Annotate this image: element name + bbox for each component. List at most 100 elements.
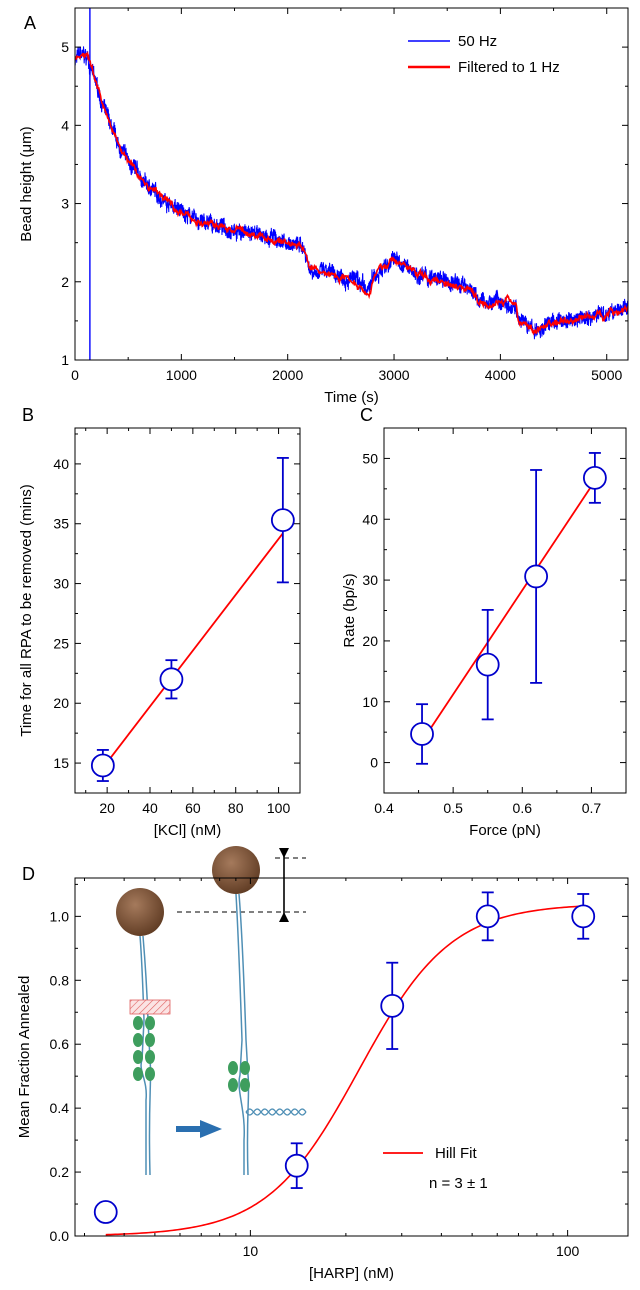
y-tick-label: 10 xyxy=(362,694,378,710)
data-point xyxy=(410,722,434,746)
arrow-head-icon xyxy=(279,848,289,858)
panel-letter: A xyxy=(24,13,36,33)
panel-letter: C xyxy=(360,405,373,425)
x-tick-label: 20 xyxy=(99,800,115,816)
y-tick-label: 15 xyxy=(53,755,69,771)
bead-tether-illustration xyxy=(116,846,307,1176)
rpa-protein-icon xyxy=(145,1050,155,1064)
y-tick-label: 0.6 xyxy=(50,1036,70,1052)
y-tick-label: 30 xyxy=(362,572,378,588)
data-point xyxy=(159,667,184,692)
x-tick-label: 100 xyxy=(267,800,291,816)
panel-c: C 0 10 20 30 40 50 0.4 0.5 0.6 0.7 Force (pN) Rate (… xyxy=(341,405,627,839)
dna-strand xyxy=(235,893,246,1175)
panel-b: B 15 20 25 30 35 40 20 40 60 80 100 [KCl] (nM) Time f… xyxy=(18,405,301,839)
rpa-protein-icon xyxy=(133,1050,143,1064)
rpa-protein-icon xyxy=(240,1061,250,1075)
x-tick-label: 0.7 xyxy=(582,800,602,816)
data-point xyxy=(270,508,295,533)
linear-fit-line xyxy=(102,532,284,769)
y-axis-label: Bead height (μm) xyxy=(18,126,35,241)
y-tick-label: 1.0 xyxy=(50,908,70,924)
transition-arrow-body xyxy=(176,1126,202,1132)
transition-arrow-icon xyxy=(200,1120,222,1138)
x-tick-label: 60 xyxy=(185,800,201,816)
legend-label: Hill Fit xyxy=(435,1145,477,1162)
y-tick-label: 0.0 xyxy=(50,1228,70,1244)
x-axis-label: Force (pN) xyxy=(469,822,541,839)
y-tick-label: 0.2 xyxy=(50,1164,70,1180)
panel-letter: B xyxy=(22,405,34,425)
y-tick-label: 3 xyxy=(61,196,69,212)
x-tick-label: 2000 xyxy=(272,367,303,383)
dna-helix xyxy=(245,1108,307,1116)
panel-letter: D xyxy=(22,864,35,884)
x-tick-label: 100 xyxy=(556,1243,580,1259)
x-tick-label: 1000 xyxy=(166,367,197,383)
legend-label: Filtered to 1 Hz xyxy=(458,59,560,76)
rpa-protein-icon xyxy=(133,1033,143,1047)
y-tick-label: 20 xyxy=(362,633,378,649)
y-tick-label: 50 xyxy=(362,450,378,466)
data-point xyxy=(90,753,115,778)
x-tick-label: 10 xyxy=(243,1243,259,1259)
data-point xyxy=(582,465,607,490)
x-tick-label: 0.5 xyxy=(443,800,463,816)
bead-icon xyxy=(212,846,260,894)
rpa-protein-icon xyxy=(145,1067,155,1081)
y-tick-label: 20 xyxy=(53,695,69,711)
panel-a: A 50 Hz Filtered to 1 Hz 1 2 3 4 5 0 1000 2000 3000… xyxy=(18,7,629,406)
rpa-protein-icon xyxy=(133,1067,143,1081)
y-tick-label: 0 xyxy=(370,755,378,771)
x-tick-label: 5000 xyxy=(591,367,622,383)
series-filtered-line xyxy=(75,50,628,336)
y-tick-label: 4 xyxy=(61,117,69,133)
y-tick-label: 30 xyxy=(53,576,69,592)
dna-strand xyxy=(238,893,250,1176)
data-point xyxy=(524,564,549,589)
x-axis-label: Time (s) xyxy=(324,389,378,406)
x-tick-label: 0.6 xyxy=(513,800,533,816)
rpa-protein-icon xyxy=(145,1033,155,1047)
arrow-head-icon xyxy=(279,912,289,922)
linear-fit-line xyxy=(421,480,596,742)
data-point xyxy=(93,1200,118,1224)
x-tick-label: 80 xyxy=(228,800,244,816)
data-point xyxy=(284,1153,309,1178)
x-axis-label: [KCl] (nM) xyxy=(154,822,222,839)
y-tick-label: 40 xyxy=(53,456,69,472)
legend-label: 50 Hz xyxy=(458,33,497,50)
x-axis-label: [HARP] (nM) xyxy=(309,1265,394,1282)
y-axis-label: Time for all RPA to be removed (mins) xyxy=(18,484,35,737)
plot-frame xyxy=(74,877,629,1237)
hatched-block xyxy=(129,999,171,1015)
y-tick-label: 40 xyxy=(362,511,378,527)
y-tick-label: 0.4 xyxy=(50,1100,70,1116)
y-axis-label: Rate (bp/s) xyxy=(341,573,358,647)
y-tick-label: 1 xyxy=(61,352,69,368)
data-point xyxy=(571,904,596,929)
data-point xyxy=(475,652,500,677)
rpa-protein-icon xyxy=(145,1016,155,1030)
y-tick-label: 2 xyxy=(61,274,69,290)
y-tick-label: 0.8 xyxy=(50,972,70,988)
x-tick-label: 40 xyxy=(142,800,158,816)
plot-frame xyxy=(74,7,629,361)
x-tick-label: 4000 xyxy=(485,367,516,383)
x-tick-label: 3000 xyxy=(378,367,409,383)
rpa-protein-icon xyxy=(228,1078,238,1092)
x-tick-label: 0 xyxy=(71,367,79,383)
data-point xyxy=(380,993,405,1018)
x-tick-label: 0.4 xyxy=(374,800,394,816)
y-tick-label: 25 xyxy=(53,635,69,651)
y-axis-label: Mean Fraction Annealed xyxy=(16,976,33,1139)
y-tick-label: 35 xyxy=(53,516,69,532)
data-point xyxy=(475,904,500,929)
panel-d: D Hill Fit n = 3 ± 1 0.0 0.2 0.4 0.6 0.8 1.0 10 10… xyxy=(16,846,629,1282)
rpa-protein-icon xyxy=(228,1061,238,1075)
y-tick-label: 5 xyxy=(61,39,69,55)
bead-icon xyxy=(116,888,164,936)
plot-frame xyxy=(74,427,301,794)
hill-fit-line xyxy=(105,905,584,1236)
